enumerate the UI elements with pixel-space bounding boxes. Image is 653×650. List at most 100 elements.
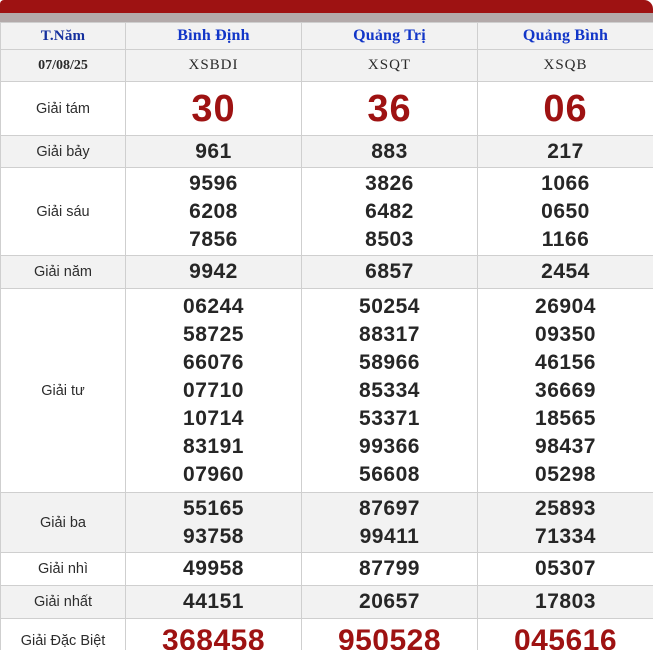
prize-number: 66076 (183, 350, 244, 374)
prize-number: 1166 (541, 227, 590, 251)
prize-numbers-giai-nhi-3: 05307 (477, 552, 653, 586)
prize-number: 7856 (189, 227, 238, 251)
prize-number: 93758 (183, 524, 244, 548)
prize-number: 05298 (535, 462, 596, 486)
prize-number: 06244 (183, 294, 244, 318)
prize-number: 71334 (535, 524, 596, 548)
header-cell-period: T.Năm (0, 22, 126, 50)
prize-numbers-giai-sau-2: 3826 6482 8503 (301, 167, 478, 256)
prize-label-giai-tu: Giải tư (0, 288, 126, 493)
header-cell-province-3[interactable]: Quảng Bình (477, 22, 653, 50)
prize-number: 05307 (535, 557, 596, 580)
prize-number: 50254 (359, 294, 420, 318)
prize-number: 18565 (535, 406, 596, 430)
prize-numbers-giai-dac-biet-2: 950528 (301, 618, 478, 650)
prize-number: 07960 (183, 462, 244, 486)
prize-number: 8503 (365, 227, 414, 251)
lottery-results-table: T.Năm Bình Định Quảng Trị Quảng Bình 07/… (0, 22, 653, 650)
prize-number: 9942 (189, 260, 238, 283)
prize-label-giai-dac-biet: Giải Đặc Biệt (0, 618, 126, 650)
prize-number: 2454 (541, 260, 590, 283)
prize-number: 83191 (183, 434, 244, 458)
province-code-2[interactable]: XSQT (301, 49, 478, 82)
prize-number: 045616 (513, 624, 618, 650)
prize-number: 950528 (337, 624, 442, 650)
prize-numbers-giai-ba-1: 55165 93758 (125, 492, 302, 553)
table-row: Giải ba 55165 93758 87697 99411 25893 71334 (0, 492, 653, 553)
prize-number: 09350 (535, 322, 596, 346)
decorative-top-bar (0, 0, 653, 13)
prize-numbers-giai-bay-2: 883 (301, 135, 478, 168)
prize-numbers-giai-tu-2: 50254 88317 58966 85334 53371 99366 56608 (301, 288, 478, 493)
prize-number: 07710 (183, 378, 244, 402)
prize-number: 53371 (359, 406, 420, 430)
prize-number: 217 (547, 139, 584, 163)
prize-number: 25893 (535, 496, 596, 520)
prize-number: 0650 (541, 199, 590, 223)
table-header-row: T.Năm Bình Định Quảng Trị Quảng Bình (0, 22, 653, 50)
prize-number: 88317 (359, 322, 420, 346)
prize-number: 6482 (365, 199, 414, 223)
prize-number: 58725 (183, 322, 244, 346)
prize-label-giai-nhat: Giải nhất (0, 585, 126, 619)
prize-numbers-giai-nhi-2: 87799 (301, 552, 478, 586)
prize-number: 6208 (189, 199, 238, 223)
table-row: Giải sáu 9596 6208 7856 3826 6482 8503 1066 0… (0, 167, 653, 256)
prize-number: 36669 (535, 378, 596, 402)
prize-numbers-giai-ba-3: 25893 71334 (477, 492, 653, 553)
table-row: Giải Đặc Biệt 368458 950528 045616 (0, 618, 653, 650)
prize-label-giai-nhi: Giải nhì (0, 552, 126, 586)
prize-numbers-giai-ba-2: 87697 99411 (301, 492, 478, 553)
prize-number: 3826 (365, 171, 414, 195)
prize-number: 30 (191, 87, 236, 130)
prize-number: 06 (543, 87, 588, 130)
prize-numbers-giai-tam-2: 36 (301, 81, 478, 136)
prize-number: 1066 (541, 171, 590, 195)
province-code-3[interactable]: XSQB (477, 49, 653, 82)
prize-numbers-giai-nhat-2: 20657 (301, 585, 478, 619)
prize-numbers-giai-nhat-3: 17803 (477, 585, 653, 619)
prize-number: 58966 (359, 350, 420, 374)
draw-date: 07/08/25 (0, 49, 126, 82)
prize-numbers-giai-sau-1: 9596 6208 7856 (125, 167, 302, 256)
table-row: Giải tư 06244 58725 66076 07710 10714 83191 07… (0, 288, 653, 493)
table-row: Giải nhì 49958 87799 05307 (0, 552, 653, 586)
prize-label-giai-bay: Giải bảy (0, 135, 126, 168)
prize-number: 85334 (359, 378, 420, 402)
prize-label-giai-tam: Giải tám (0, 81, 126, 136)
prize-number: 883 (371, 139, 408, 163)
prize-number: 36 (367, 87, 412, 130)
header-cell-province-2[interactable]: Quảng Trị (301, 22, 478, 50)
prize-numbers-giai-dac-biet-1: 368458 (125, 618, 302, 650)
results-table-wrapper: T.Năm Bình Định Quảng Trị Quảng Bình 07/… (0, 22, 653, 650)
prize-number: 17803 (535, 590, 596, 613)
prize-number: 56608 (359, 462, 420, 486)
prize-numbers-giai-dac-biet-3: 045616 (477, 618, 653, 650)
table-row: Giải tám 30 36 06 (0, 81, 653, 136)
prize-number: 10714 (183, 406, 244, 430)
table-row: Giải năm 9942 6857 2454 (0, 255, 653, 289)
prize-label-giai-nam: Giải năm (0, 255, 126, 289)
prize-number: 87799 (359, 557, 420, 580)
prize-number: 9596 (189, 171, 238, 195)
decorative-gray-strip (0, 13, 653, 25)
prize-number: 961 (195, 139, 232, 163)
prize-numbers-giai-tu-3: 26904 09350 46156 36669 18565 98437 05298 (477, 288, 653, 493)
header-cell-province-1[interactable]: Bình Định (125, 22, 302, 50)
table-code-row: 07/08/25 XSBDI XSQT XSQB (0, 49, 653, 82)
prize-numbers-giai-tu-1: 06244 58725 66076 07710 10714 83191 07960 (125, 288, 302, 493)
table-row: Giải bảy 961 883 217 (0, 135, 653, 168)
prize-numbers-giai-bay-3: 217 (477, 135, 653, 168)
prize-numbers-giai-tam-1: 30 (125, 81, 302, 136)
prize-number: 44151 (183, 590, 244, 613)
prize-numbers-giai-sau-3: 1066 0650 1166 (477, 167, 653, 256)
province-code-1[interactable]: XSBDI (125, 49, 302, 82)
prize-numbers-giai-tam-3: 06 (477, 81, 653, 136)
prize-numbers-giai-nhat-1: 44151 (125, 585, 302, 619)
prize-number: 26904 (535, 294, 596, 318)
prize-numbers-giai-nam-3: 2454 (477, 255, 653, 289)
prize-number: 55165 (183, 496, 244, 520)
prize-label-giai-sau: Giải sáu (0, 167, 126, 256)
table-row: Giải nhất 44151 20657 17803 (0, 585, 653, 619)
